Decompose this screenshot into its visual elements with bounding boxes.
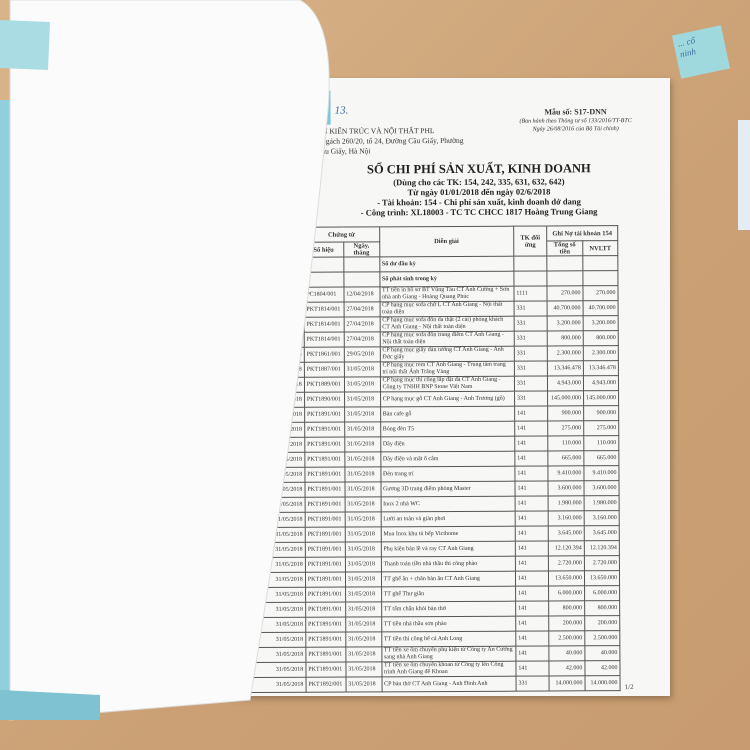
- left-page: [9, 0, 330, 721]
- side-paper: [738, 120, 750, 230]
- book-cover-bottom: [0, 690, 100, 720]
- left-bookmark: [0, 20, 50, 70]
